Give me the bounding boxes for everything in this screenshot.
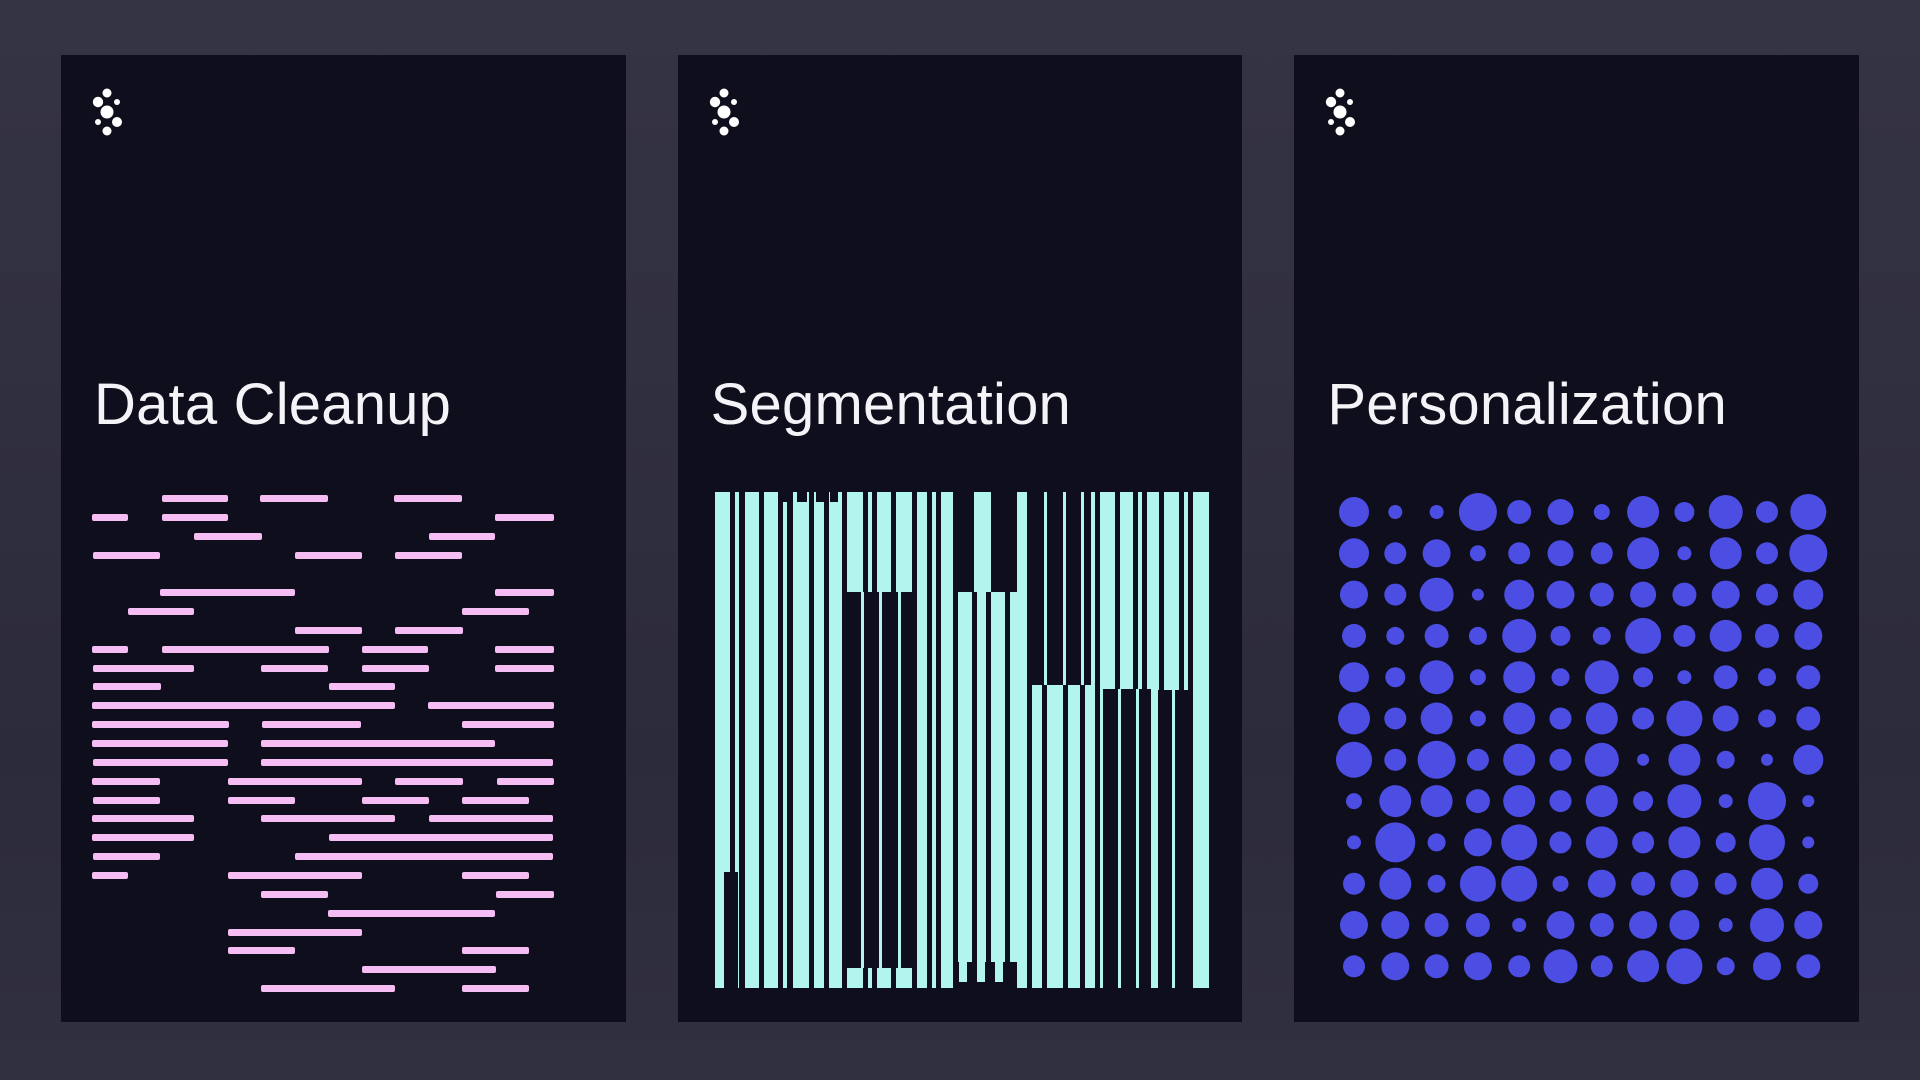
lines-pattern: [92, 495, 554, 992]
dots-cluster-logo-icon: [92, 88, 122, 136]
dots-pattern: [1336, 493, 1828, 985]
dots-cluster-logo-icon: [1326, 88, 1356, 136]
card-title-data-cleanup: Data Cleanup: [94, 372, 452, 437]
card-personalization: Personalization: [1294, 55, 1860, 1022]
dots-cluster-logo-icon: [709, 88, 739, 136]
card-title-segmentation: Segmentation: [710, 372, 1071, 437]
bars-pattern: [714, 492, 1209, 988]
card-data-cleanup: Data Cleanup: [61, 55, 626, 1022]
card-title-personalization: Personalization: [1327, 372, 1727, 437]
card-segmentation: Segmentation: [677, 55, 1243, 1022]
